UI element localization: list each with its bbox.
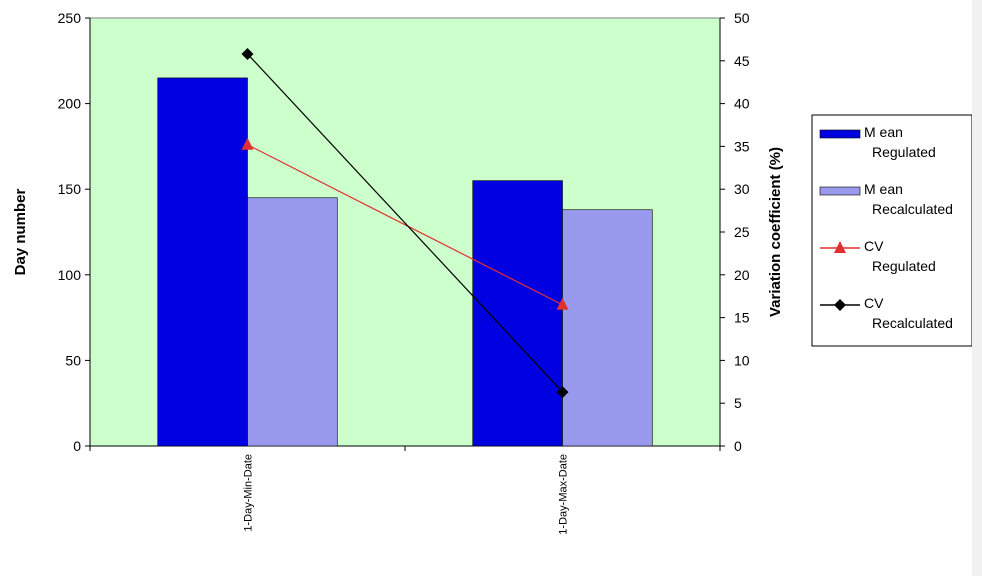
right-tick-label: 5 [734,395,742,411]
legend-swatch [819,186,861,196]
bars [157,77,653,447]
legend-triangle-marker [834,241,846,253]
right-tick-label: 50 [734,10,750,26]
legend-label: CV [864,238,884,254]
legend-label: Regulated [872,258,936,274]
right-tick-label: 15 [734,310,750,326]
y-axis-title-right: Variation coefficient (%) [767,147,784,317]
triangle-marker [556,297,569,310]
left-axis: 0 50 100 150 200 250 [58,10,91,454]
right-tick-label: 20 [734,267,750,283]
window-edge [972,0,982,576]
triangle-marker [241,137,254,150]
diamond-marker [556,386,569,399]
legend-label: M ean [864,124,903,140]
left-tick-label: 50 [65,352,81,368]
diamond-marker [241,47,254,60]
right-tick-label: 40 [734,96,750,112]
x-axis: 1-Day-Min-Date 1-Day-Max-Date [89,445,721,535]
right-tick-label: 45 [734,53,750,69]
series-line [247,144,563,306]
category-label: 1-Day-Min-Date [243,454,255,532]
lines [241,47,569,399]
left-tick-label: 0 [73,438,81,454]
bar [472,180,563,447]
left-tick-label: 100 [58,267,82,283]
left-tick-label: 250 [58,10,82,26]
legend-diamond-marker [834,299,846,311]
legend-label: Recalculated [872,315,953,331]
right-tick-label: 10 [734,352,750,368]
right-tick-label: 0 [734,438,742,454]
right-tick-label: 25 [734,224,750,240]
legend: M ean Regulated M ean Recalculated CV Regulat… [811,114,973,347]
left-tick-label: 200 [58,96,82,112]
right-tick-label: 30 [734,181,750,197]
left-tick-label: 150 [58,181,82,197]
series-line [247,53,563,393]
category-label: 1-Day-Max-Date [558,454,570,535]
y-axis-title-left: Day number [12,188,29,275]
right-axis: 0 5 10 15 20 25 30 35 40 45 50 [719,10,750,454]
legend-label: Regulated [872,144,936,160]
right-tick-label: 35 [734,138,750,154]
bar [157,77,248,447]
bar [247,197,338,447]
bar [562,209,653,447]
legend-label: CV [864,295,884,311]
legend-swatch [819,129,861,139]
legend-label: M ean [864,181,903,197]
legend-label: Recalculated [872,201,953,217]
